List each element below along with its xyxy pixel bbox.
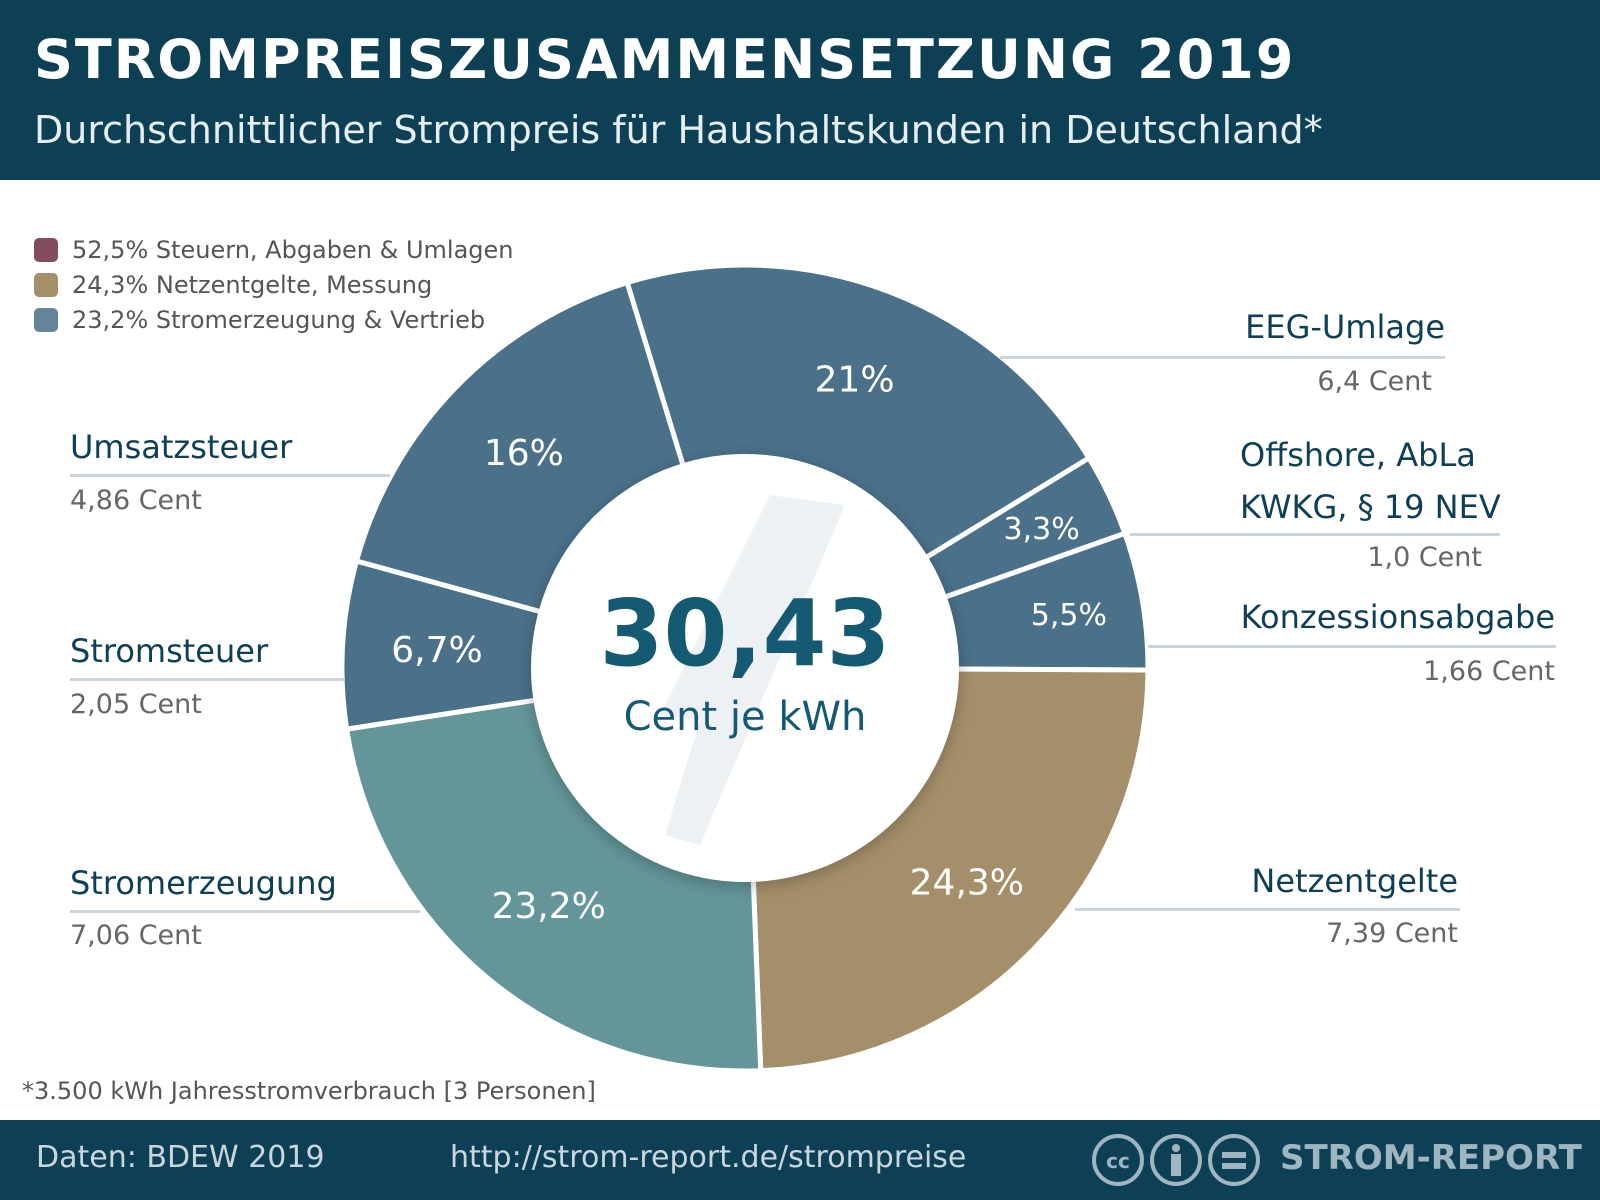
legend-item: 23,2% Stromerzeugung & Vertrieb (34, 302, 513, 337)
leader-line (70, 474, 390, 477)
value-eeg: 6,4 Cent (1317, 366, 1432, 397)
value-umsatzsteuer: 4,86 Cent (70, 485, 202, 516)
leader-line (1075, 908, 1460, 911)
leader-line (1130, 533, 1500, 536)
source-text: Daten: BDEW 2019 (36, 1140, 325, 1175)
value-konzession: 1,66 Cent (1423, 656, 1555, 687)
value-stromerzeugung: 7,06 Cent (70, 920, 202, 951)
label-konzession: Konzessionsabgabe (1240, 598, 1555, 636)
label-umsatzsteuer: Umsatzsteuer (70, 428, 293, 466)
legend-item: 52,5% Steuern, Abgaben & Umlagen (34, 232, 513, 267)
legend-label: 52,5% Steuern, Abgaben & Umlagen (72, 235, 514, 264)
cc-license-icons: cc (1092, 1134, 1260, 1186)
slice-percent-label: 3,3% (1003, 512, 1079, 547)
leader-line (70, 678, 345, 681)
value-offshore: 1,0 Cent (1367, 542, 1482, 573)
header: STROMPREISZUSAMMENSETZUNG 2019 Durchschn… (0, 0, 1600, 180)
value-netzentgelte: 7,39 Cent (1326, 918, 1458, 949)
brand-logo: STROM-REPORT (1280, 1138, 1582, 1178)
slice-percent-label: 6,7% (391, 630, 482, 671)
by-icon (1150, 1134, 1202, 1186)
page-title: STROMPREISZUSAMMENSETZUNG 2019 (34, 28, 1296, 91)
center-value: 30,43 (599, 580, 890, 687)
value-stromsteuer: 2,05 Cent (70, 689, 202, 720)
legend-swatch (34, 307, 58, 332)
label-offshore-2: KWKG, § 19 NEV (1240, 488, 1501, 526)
legend-swatch (34, 237, 58, 262)
legend-label: 23,2% Stromerzeugung & Vertrieb (72, 305, 486, 334)
slice-percent-label: 24,3% (910, 862, 1024, 903)
page-subtitle: Durchschnittlicher Strompreis für Hausha… (34, 108, 1323, 152)
legend-item: 24,3% Netzentgelte, Messung (34, 267, 513, 302)
svg-text:cc: cc (1106, 1149, 1130, 1173)
nd-icon (1208, 1134, 1260, 1186)
footnote: *3.500 kWh Jahresstromverbrauch [3 Perso… (22, 1077, 596, 1105)
label-offshore-1: Offshore, AbLa (1240, 436, 1476, 474)
slice-percent-label: 5,5% (1031, 598, 1107, 633)
center-unit: Cent je kWh (624, 694, 867, 740)
footer: Daten: BDEW 2019 http://strom-report.de/… (0, 1120, 1600, 1200)
label-stromerzeugung: Stromerzeugung (70, 864, 337, 902)
slice-percent-label: 23,2% (491, 886, 605, 927)
legend-swatch (34, 272, 58, 297)
lightning-icon (660, 495, 845, 845)
legend: 52,5% Steuern, Abgaben & Umlagen 24,3% N… (34, 232, 513, 337)
label-netzentgelte: Netzentgelte (1251, 862, 1458, 900)
leader-line (1148, 645, 1556, 648)
leader-line (1000, 356, 1445, 359)
cc-icon (1092, 1134, 1144, 1186)
slice-percent-label: 16% (484, 433, 564, 474)
label-stromsteuer: Stromsteuer (70, 632, 269, 670)
label-eeg: EEG-Umlage (1245, 308, 1445, 346)
leader-line (70, 910, 420, 913)
legend-label: 24,3% Netzentgelte, Messung (72, 270, 433, 299)
slice-percent-label: 21% (815, 360, 895, 401)
source-link[interactable]: http://strom-report.de/strompreise (450, 1140, 967, 1175)
